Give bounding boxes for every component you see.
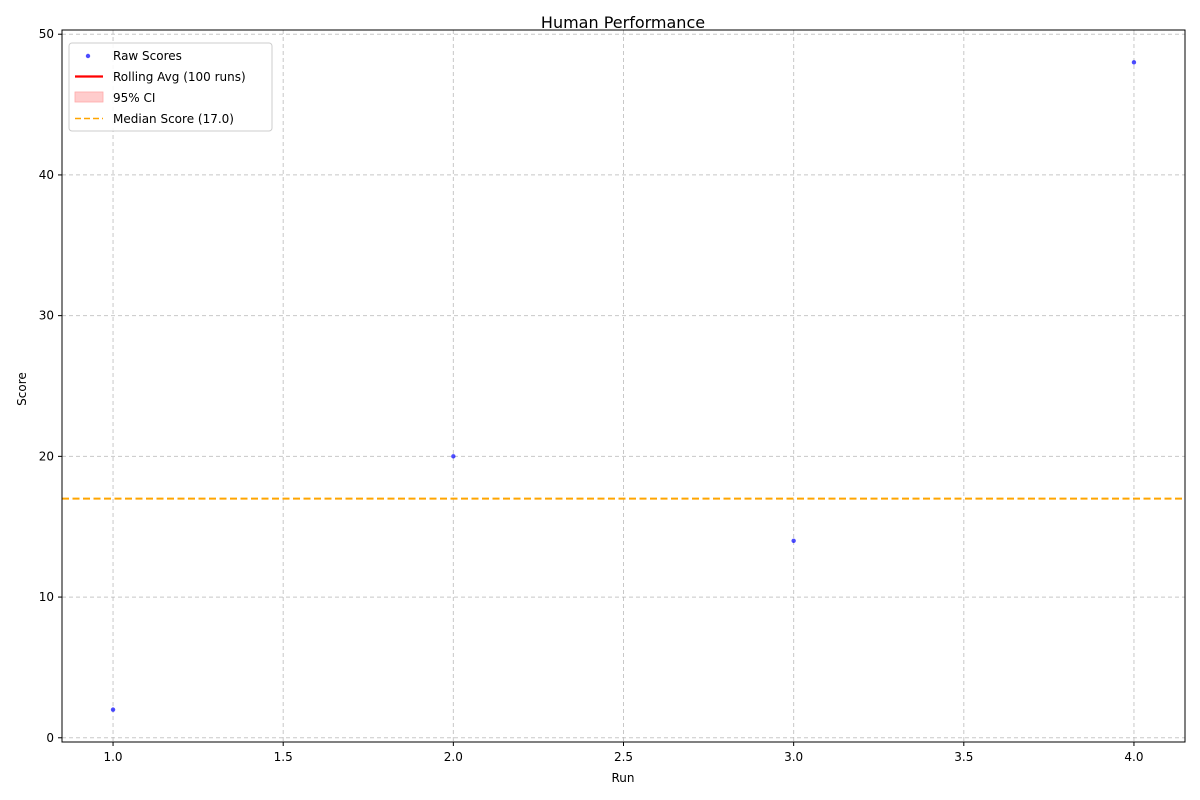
legend-label-rolling-avg: Rolling Avg (100 runs): [113, 70, 246, 84]
x-tick-label: 2.0: [444, 750, 463, 764]
x-tick-label: 2.5: [614, 750, 633, 764]
y-axis-ticks: 0 10 20 30 40 50: [39, 27, 62, 745]
data-layer: [62, 60, 1185, 712]
y-axis-label: Score: [15, 372, 29, 406]
legend-marker-raw-scores: [85, 53, 91, 59]
y-tick-label: 0: [46, 731, 54, 745]
raw-score-point: [1131, 60, 1137, 65]
raw-score-point: [110, 707, 116, 712]
raw-score-point: [791, 538, 796, 543]
x-axis-ticks: 1.0 1.5 2.0 2.5 3.0 3.5 4.0: [103, 742, 1144, 764]
grid-layer: [62, 30, 1185, 742]
legend-box: [68, 42, 273, 132]
x-tick-label: 3.5: [954, 750, 973, 764]
x-tick-label: 1.0: [103, 750, 122, 764]
y-tick-label: 20: [39, 449, 54, 463]
y-tick-label: 40: [39, 168, 54, 182]
legend: Raw Scores Rolling Avg (100 runs) 95% CI…: [68, 42, 273, 132]
x-axis-label: Run: [611, 771, 634, 785]
legend-marker-ci: [74, 91, 104, 103]
legend-label-median: Median Score (17.0): [113, 112, 234, 126]
x-tick-label: 3.0: [784, 750, 803, 764]
y-tick-label: 10: [39, 590, 54, 604]
legend-label-raw-scores: Raw Scores: [113, 49, 182, 63]
chart-title: Human Performance: [541, 13, 705, 32]
x-tick-label: 1.5: [274, 750, 293, 764]
y-tick-label: 50: [39, 27, 54, 41]
x-tick-label: 4.0: [1124, 750, 1143, 764]
y-tick-label: 30: [39, 309, 54, 323]
legend-label-ci: 95% CI: [113, 91, 155, 105]
raw-score-point: [451, 454, 456, 459]
